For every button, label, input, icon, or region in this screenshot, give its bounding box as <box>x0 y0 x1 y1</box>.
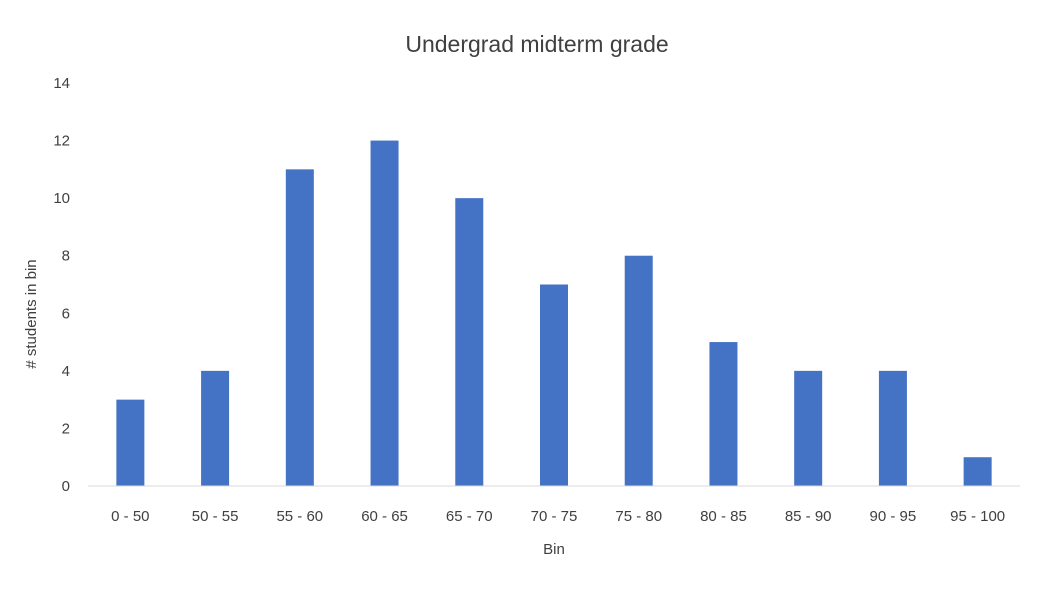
y-tick-label: 8 <box>62 248 70 265</box>
x-tick-label: 90 - 95 <box>870 508 917 525</box>
bar <box>794 370 823 486</box>
y-tick-label: 2 <box>62 420 70 437</box>
bar <box>201 370 230 486</box>
bar <box>540 284 568 486</box>
bar <box>116 399 145 486</box>
bar <box>709 342 738 486</box>
x-tick-label: 80 - 85 <box>700 508 747 525</box>
x-tick-label: 55 - 60 <box>276 508 323 525</box>
y-tick-label: 4 <box>62 363 70 380</box>
y-tick-label: 0 <box>62 478 70 495</box>
x-tick-label: 65 - 70 <box>446 508 493 525</box>
y-tick-label: 6 <box>62 305 70 322</box>
x-tick-label: 95 - 100 <box>950 508 1005 525</box>
x-tick-label: 60 - 65 <box>361 508 408 525</box>
bar <box>878 370 907 486</box>
chart-title: Undergrad midterm grade <box>405 31 668 57</box>
bar <box>963 457 992 486</box>
bar <box>455 198 484 486</box>
y-tick-label: 12 <box>53 133 70 150</box>
bar <box>624 255 653 486</box>
bar <box>370 140 399 487</box>
x-tick-label: 50 - 55 <box>192 508 239 525</box>
y-axis-title: # students in bin <box>23 259 40 368</box>
x-tick-label: 70 - 75 <box>531 508 578 525</box>
bar <box>285 169 314 486</box>
x-tick-label: 75 - 80 <box>615 508 662 525</box>
x-axis-title: Bin <box>543 541 565 558</box>
y-tick-label: 14 <box>53 75 70 92</box>
bars <box>116 140 992 487</box>
y-axis-ticks: 0 2 4 6 8 10 12 14 <box>53 75 70 495</box>
x-tick-label: 85 - 90 <box>785 508 832 525</box>
x-axis-ticks: 0 - 50 50 - 55 55 - 60 60 - 65 65 - 70 70 - 7… <box>111 508 1005 525</box>
x-tick-label: 0 - 50 <box>111 508 149 525</box>
y-tick-label: 10 <box>53 190 70 207</box>
